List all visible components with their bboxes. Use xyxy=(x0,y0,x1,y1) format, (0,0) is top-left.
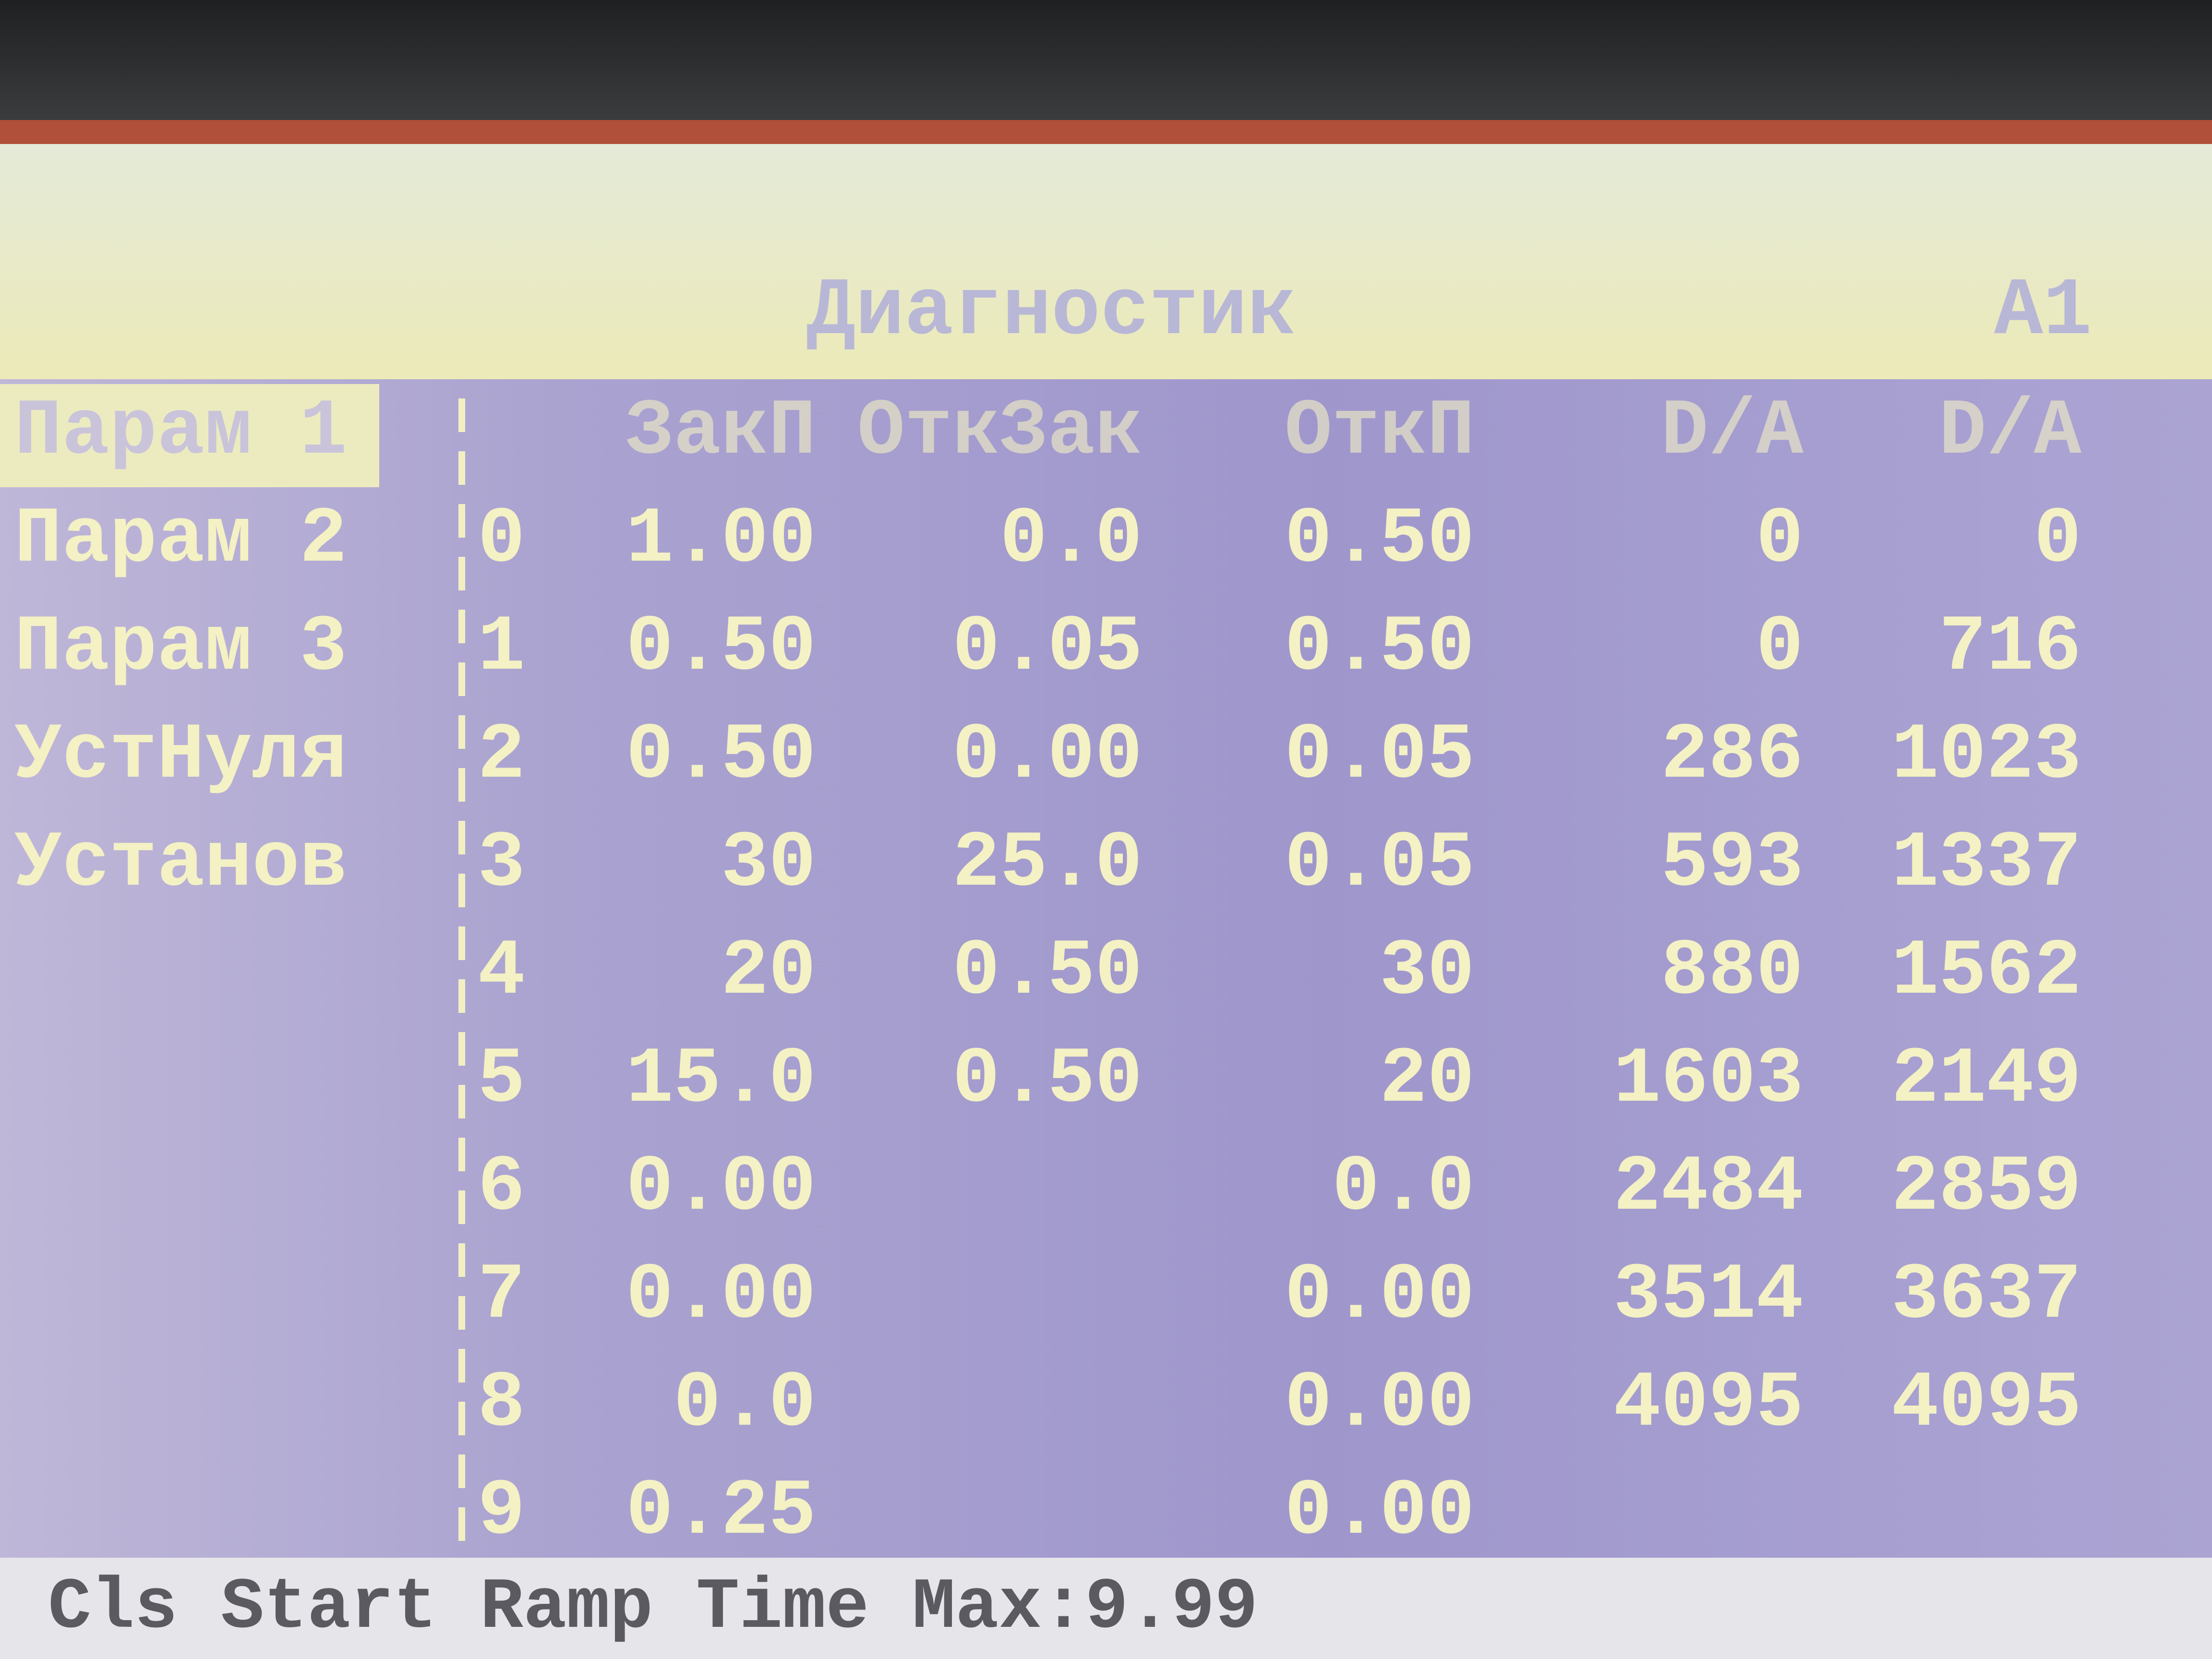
table-cell: 0.00 xyxy=(1284,1251,1475,1341)
table-cell: 1023 xyxy=(1891,711,2081,801)
table-cell: 15.0 xyxy=(625,1035,816,1125)
table-cell: 0.50 xyxy=(625,603,816,693)
column-header: ОткП xyxy=(1284,387,1475,477)
table-cell: 0.50 xyxy=(625,711,816,801)
content-area xyxy=(0,379,2212,1560)
table-cell: 593 xyxy=(1660,819,1803,909)
row-index: 9 xyxy=(478,1467,526,1557)
row-index: 3 xyxy=(478,819,526,909)
menu-item: Парам 3 xyxy=(14,603,348,693)
table-cell: 3514 xyxy=(1613,1251,1803,1341)
table-cell: 880 xyxy=(1660,927,1803,1017)
indicator: A1 xyxy=(1994,265,2092,358)
table-cell: 1337 xyxy=(1891,819,2081,909)
table-cell: 1.00 xyxy=(625,495,816,585)
table-cell: 286 xyxy=(1660,711,1803,801)
table-cell: 1562 xyxy=(1891,927,2081,1017)
table-cell: 2149 xyxy=(1891,1035,2081,1125)
table-cell: 20 xyxy=(721,927,816,1017)
screen-title: Диагностик xyxy=(806,265,1297,358)
table-cell: 30 xyxy=(1379,927,1475,1017)
table-cell: 0.00 xyxy=(1284,1467,1475,1557)
table-cell: 0.50 xyxy=(1284,495,1475,585)
menu-highlight xyxy=(0,384,379,487)
bezel xyxy=(0,0,2212,120)
row-index: 1 xyxy=(478,603,526,693)
row-index: 2 xyxy=(478,711,526,801)
menu-item: УстНуля xyxy=(14,711,348,801)
table-cell: 0.0 xyxy=(673,1359,816,1449)
table-cell: 2859 xyxy=(1891,1143,2081,1233)
table-cell: 0.50 xyxy=(952,927,1142,1017)
table-cell: 3637 xyxy=(1891,1251,2081,1341)
table-cell: 2484 xyxy=(1613,1143,1803,1233)
column-header: D/A xyxy=(1938,387,2081,477)
table-cell: 0.50 xyxy=(1284,603,1475,693)
row-index: 8 xyxy=(478,1359,526,1449)
table-cell: 0.50 xyxy=(952,1035,1142,1125)
menu-item: Парам 1 xyxy=(14,387,348,477)
menu-item: Установ xyxy=(14,819,348,909)
table-cell: 4095 xyxy=(1613,1359,1803,1449)
table-cell: 30 xyxy=(721,819,816,909)
table-cell: 0.05 xyxy=(952,603,1142,693)
footer-bar xyxy=(0,1558,2212,1659)
table-cell: 716 xyxy=(1938,603,2081,693)
column-header: ОткЗак xyxy=(857,387,1142,477)
table-cell: 0.00 xyxy=(625,1251,816,1341)
table-cell: 0 xyxy=(1755,603,1803,693)
separator xyxy=(458,398,465,1541)
footer-text: Cls Start Ramp Time Max:9.99 xyxy=(48,1567,1258,1649)
row-index: 5 xyxy=(478,1035,526,1125)
row-index: 4 xyxy=(478,927,526,1017)
row-index: 6 xyxy=(478,1143,526,1233)
table-cell: 0.05 xyxy=(1284,819,1475,909)
table-cell: 0.00 xyxy=(1284,1359,1475,1449)
table-cell: 0 xyxy=(2033,495,2081,585)
table-cell: 0.00 xyxy=(952,711,1142,801)
column-header: ЗакП xyxy=(625,387,816,477)
row-index: 0 xyxy=(478,495,526,585)
table-cell: 0.05 xyxy=(1284,711,1475,801)
column-header: D/A xyxy=(1660,387,1803,477)
menu-item: Парам 2 xyxy=(14,495,348,585)
table-cell: 0.0 xyxy=(999,495,1142,585)
title-bar xyxy=(0,144,2212,379)
table-cell: 25.0 xyxy=(952,819,1142,909)
table-cell: 0.00 xyxy=(625,1143,816,1233)
table-cell: 4095 xyxy=(1891,1359,2081,1449)
table-cell: 1603 xyxy=(1613,1035,1803,1125)
table-cell: 20 xyxy=(1379,1035,1475,1125)
table-cell: 0.0 xyxy=(1332,1143,1475,1233)
row-index: 7 xyxy=(478,1251,526,1341)
table-cell: 0.25 xyxy=(625,1467,816,1557)
table-cell: 0 xyxy=(1755,495,1803,585)
